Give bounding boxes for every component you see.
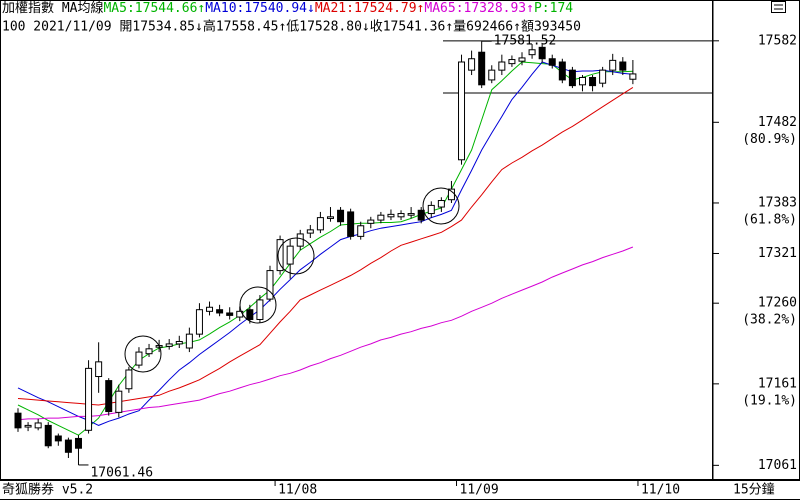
candle-body — [165, 343, 173, 347]
candle-body — [538, 46, 546, 60]
header-row: 100 2021/11/09 開17534.85↓高17558.45↑低1752… — [2, 19, 581, 35]
candle-body — [256, 299, 264, 320]
y-tick-label: 17161 — [758, 376, 797, 391]
candle-body — [447, 188, 455, 201]
x-tick-label: 11/10 — [641, 483, 680, 498]
highlight-circle — [422, 187, 460, 225]
highlight-circle — [124, 335, 162, 373]
brand: 奇狐勝券 v5.2 — [2, 482, 93, 498]
candle-body — [518, 57, 526, 62]
candle-body — [629, 73, 637, 80]
fib-label: (80.9%) — [742, 132, 797, 147]
candle-body — [85, 367, 93, 431]
candle-body — [125, 369, 133, 390]
candle-body — [54, 435, 62, 442]
candle-body — [508, 59, 516, 65]
candle-body — [498, 61, 506, 71]
header-item: MA21:17524.79↑ — [315, 1, 425, 16]
candle-body — [24, 424, 32, 428]
candle-body — [316, 217, 324, 231]
candle-body — [599, 69, 607, 84]
candle-body — [296, 233, 304, 247]
y-tick-label: 17321 — [758, 246, 797, 261]
candle-body — [44, 424, 52, 447]
candle-body — [458, 61, 466, 161]
x-tick-label: 11/09 — [460, 483, 499, 498]
candle-body — [528, 49, 536, 56]
axis-panel — [712, 0, 800, 480]
header-item: MA65:17328.93↑ — [424, 1, 534, 16]
period: 15分鐘 — [733, 482, 775, 498]
candle-body — [185, 333, 193, 349]
highlight-circle — [239, 286, 277, 324]
candle-body — [195, 309, 203, 335]
candle-body — [397, 213, 405, 218]
annotation: 17061.46 — [90, 465, 153, 480]
candle-body — [226, 312, 234, 316]
x-tick-label: 11/08 — [278, 483, 317, 498]
candle-body — [548, 58, 556, 66]
candle-body — [276, 239, 284, 272]
candle-body — [578, 76, 586, 86]
candle-body — [95, 361, 103, 378]
ma-line — [17, 61, 633, 436]
annotation: 17581.52 — [494, 34, 557, 49]
candle-body — [105, 380, 113, 413]
candle-body — [74, 437, 82, 449]
y-tick-label: 17582 — [758, 33, 797, 48]
candle-body — [216, 309, 224, 314]
candle-body — [306, 229, 314, 234]
candle-body — [115, 390, 123, 413]
candle-body — [266, 270, 274, 300]
candle-body — [326, 216, 334, 219]
header-item: MA5:17544.66↑ — [103, 1, 205, 16]
candle-body — [437, 200, 445, 208]
fib-label: (38.2%) — [742, 313, 797, 328]
candle-body — [135, 351, 143, 366]
candle-body — [145, 348, 153, 355]
candle-body — [387, 213, 395, 218]
candle-body — [589, 76, 597, 87]
candle-body — [246, 309, 254, 320]
candle-body — [175, 340, 183, 345]
candle-body — [558, 61, 566, 81]
candle-body — [407, 213, 415, 216]
plot-layer — [14, 40, 712, 466]
candle-body — [14, 412, 22, 429]
ma-line — [17, 61, 633, 426]
header-item: P:174 — [534, 1, 573, 16]
candle-body — [286, 245, 294, 265]
fib-label: (19.1%) — [742, 393, 797, 408]
candle-body — [64, 439, 72, 453]
candle-body — [337, 209, 345, 223]
y-tick-label: 17061 — [758, 458, 797, 473]
candle-body — [478, 51, 486, 86]
y-tick-label: 17383 — [758, 195, 797, 210]
y-tick-label: 17482 — [758, 115, 797, 130]
header-item: 加權指數 MA均線 — [2, 0, 103, 16]
candle-body — [609, 59, 617, 71]
header-row: 加權指數 MA均線MA5:17544.66↑MA10:17540.94↓MA21… — [2, 0, 573, 16]
candle-body — [206, 306, 214, 312]
candle-body — [357, 225, 365, 237]
header-item: MA10:17540.94↓ — [205, 1, 315, 16]
candle-body — [568, 69, 576, 87]
candle-body — [468, 58, 476, 71]
candle-body — [488, 69, 496, 81]
candle-body — [347, 211, 355, 237]
panel-icon[interactable] — [771, 1, 786, 13]
candle-body — [34, 422, 42, 429]
candle-body — [427, 204, 435, 215]
fib-label: (61.8%) — [742, 212, 797, 227]
candle-body — [619, 61, 627, 71]
candle-body — [367, 219, 375, 224]
y-tick-label: 17260 — [758, 296, 797, 311]
highlight-circle — [277, 237, 315, 275]
candle-body — [377, 214, 385, 221]
candle-body — [417, 209, 425, 221]
